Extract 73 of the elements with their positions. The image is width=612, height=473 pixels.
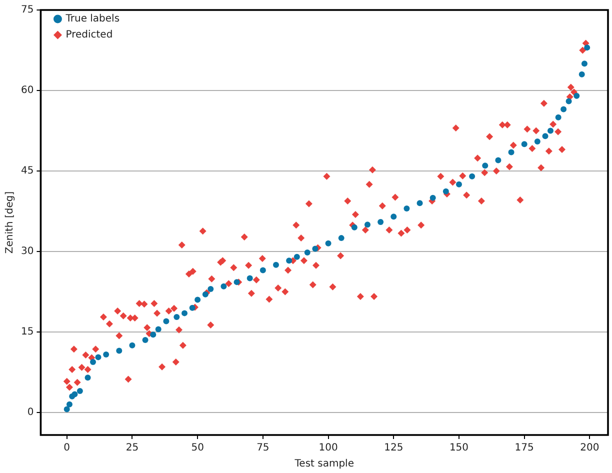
point <box>555 114 562 120</box>
point <box>521 141 528 148</box>
y-axis-title: Zenith [deg] <box>4 191 16 254</box>
point <box>208 286 214 292</box>
point <box>246 275 253 282</box>
x-tick-label: 75 <box>256 442 270 454</box>
point <box>547 128 554 134</box>
legend-label: Predicted <box>66 30 113 41</box>
point <box>584 44 590 51</box>
x-axis-title: Test sample <box>294 458 354 470</box>
x-tick-label: 200 <box>580 442 600 454</box>
point <box>174 314 180 320</box>
point <box>286 258 292 264</box>
point <box>351 224 358 230</box>
x-tick-label: 25 <box>126 442 139 454</box>
y-tick-label: 15 <box>20 326 34 338</box>
point <box>495 157 502 164</box>
point <box>304 250 310 256</box>
point <box>76 388 83 394</box>
y-tick-label: 0 <box>27 407 34 418</box>
point <box>72 391 78 398</box>
point <box>273 262 279 268</box>
point <box>456 181 462 188</box>
point <box>66 401 72 408</box>
x-tick-label: 175 <box>514 442 534 454</box>
point <box>390 214 397 220</box>
point <box>482 162 488 169</box>
point <box>416 200 423 206</box>
y-tick-label: 45 <box>20 166 34 177</box>
point <box>95 354 102 360</box>
point <box>534 138 540 144</box>
point <box>189 304 196 311</box>
point <box>442 188 449 194</box>
y-tick-label: 60 <box>20 85 34 96</box>
x-tick-label: 0 <box>64 442 70 454</box>
point <box>312 246 318 252</box>
point <box>84 374 91 381</box>
point <box>116 348 122 354</box>
point <box>234 279 240 286</box>
point <box>294 254 300 260</box>
point <box>182 310 188 316</box>
point <box>325 240 332 246</box>
point <box>430 194 436 201</box>
point <box>338 235 344 242</box>
point <box>260 267 266 274</box>
x-tick-label: 150 <box>449 442 469 454</box>
y-tick-label: 75 <box>20 4 34 16</box>
point <box>194 296 201 303</box>
point <box>581 60 588 67</box>
y-tick-label: 30 <box>20 246 34 258</box>
point <box>560 106 567 112</box>
point <box>566 98 572 104</box>
point <box>142 337 148 344</box>
point <box>129 342 136 348</box>
point <box>103 352 110 358</box>
point <box>404 206 410 212</box>
point <box>508 149 514 156</box>
point <box>574 92 580 99</box>
x-tick-label: 100 <box>318 442 338 454</box>
x-tick-label: 125 <box>384 442 404 454</box>
point <box>469 173 476 180</box>
point <box>364 222 370 228</box>
point <box>150 332 156 338</box>
point <box>155 326 162 332</box>
point <box>90 359 96 366</box>
x-tick-label: 50 <box>191 442 204 454</box>
point <box>542 133 548 140</box>
legend-label: True labels <box>64 14 120 25</box>
point <box>578 71 585 78</box>
point <box>220 283 227 290</box>
point <box>378 218 384 225</box>
point <box>163 318 170 324</box>
point <box>64 406 70 412</box>
